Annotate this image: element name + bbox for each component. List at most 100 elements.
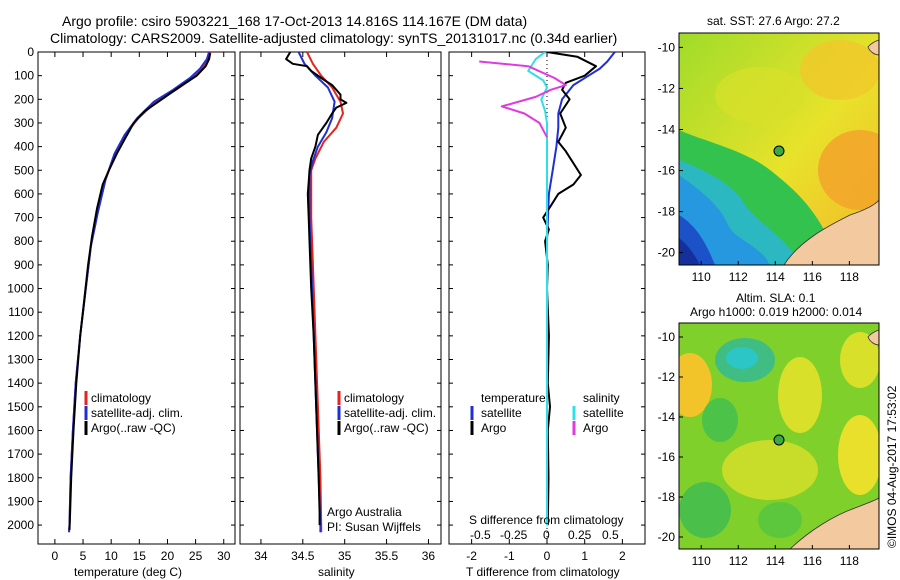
sla-map-frame [678,322,880,550]
sst-map-title: sat. SST: 27.6 Argo: 27.2 [707,14,840,28]
x-tick-label: 1 [581,549,588,563]
depth-tick-label: 1000 [7,282,34,296]
difference-xlabel-top: S difference from climatology [469,513,624,527]
x-tick-label: 25 [189,549,203,563]
depth-tick-label: 1900 [7,494,34,508]
legend-label-climatology: climatology [91,391,151,405]
annotation-argo-australia: Argo Australia [327,505,402,519]
depth-tick-group: 0 5 10 15 20 25 300100200300400500600700800900… [7,45,235,563]
sla-map-panel: Altim. SLA: 0.1 Argo h1000: 0.019 h2000:… [658,291,880,568]
series-line-salinity-argo [479,60,567,138]
map-y-tick-label: -10 [658,330,676,344]
depth-tick-label: 600 [14,187,34,201]
depth-tick-label: 500 [14,163,34,177]
legend-label-satellite: satellite-adj. clim. [344,406,436,420]
s-tick-label: 0 [543,528,550,542]
map-y-tick-label: -16 [658,450,676,464]
map-y-tick-label: -20 [658,246,676,260]
series-line-satellite-adj-clim- [68,52,211,533]
x-tick-label: 10 [104,549,118,563]
difference-panel: -2 -1 0 1 2 S difference from climatology -0… [448,51,646,579]
x-tick-label: 15 [133,549,147,563]
legend-header-salinity: salinity [583,391,620,405]
map-y-tick-label: -18 [658,490,676,504]
salinity-axes-frame [239,51,442,545]
difference-xlabel: T difference from climatology [466,565,620,579]
map-y-tick-label: -12 [658,370,676,384]
annotation-pi: PI: Susan Wijffels [327,520,421,534]
s-tick-label: -0.5 [470,528,491,542]
depth-tick-label: 1700 [7,447,34,461]
argo-location-marker [773,145,785,157]
sla-heatmap [679,323,879,549]
temperature-series-group [68,52,212,533]
header-line-1: Argo profile: csiro 5903221_168 17-Oct-2… [62,13,527,29]
depth-tick-label: 1600 [7,423,34,437]
legend-label-s-satellite: satellite [583,406,624,420]
map-y-tick-label: -20 [658,530,676,544]
sla-map-tick-group: 110 112 114 116 118 -10 -12 -14 -16 -18 -20 [658,330,860,568]
x-tick-label: 35.5 [375,549,399,563]
legend-label-satellite: satellite-adj. clim. [91,406,183,420]
map-x-tick-label: 118 [840,554,859,568]
series-line-temperature-satellite [546,52,616,526]
depth-tick-label: 0 [27,45,34,59]
x-tick-label: 20 [161,549,175,563]
sst-map-tick-group: 110 112 114 116 118 -10 -12 -14 -16 -18 -20 [658,40,860,284]
x-tick-label: 35 [338,549,352,563]
header-line-2: Climatology: CARS2009. Satellite-adjuste… [50,30,617,46]
depth-tick-label: 1100 [8,305,34,319]
series-line-salinity-satellite [527,52,548,526]
depth-tick-label: 1300 [7,353,34,367]
map-y-tick-label: -12 [658,81,676,95]
sla-map-title-1: Altim. SLA: 0.1 [736,291,816,305]
salinity-tick-group: 34 34.5 35 35.5 36 [240,51,441,563]
map-x-tick-label: 112 [729,554,748,568]
depth-tick-label: 2000 [7,518,34,532]
map-y-tick-label: -10 [658,40,676,54]
series-line-climatology [68,52,212,533]
x-tick-label: 0 [52,549,59,563]
sst-map-panel: sat. SST: 27.6 Argo: 27.2 110 112 114 116 11… [658,14,880,284]
map-x-tick-label: 116 [803,554,822,568]
series-line-satellite-adj-clim- [297,52,336,533]
x-tick-label: 34.5 [291,549,315,563]
series-line-temperature-argo [542,52,597,526]
legend-label-argo: Argo(..raw -QC) [344,421,429,435]
x-tick-label: 30 [217,549,231,563]
series-line-argo-raw-qc- [285,52,348,526]
difference-series-group [479,52,616,526]
depth-tick-label: 1800 [7,471,34,485]
x-tick-label: 36 [422,549,436,563]
legend-label-t-argo: Argo [481,421,507,435]
temperature-legend: climatology satellite-adj. clim. Argo(..… [84,391,183,435]
depth-tick-label: 400 [14,140,34,154]
x-tick-label: 2 [619,549,626,563]
depth-tick-label: 300 [14,116,34,130]
map-x-tick-label: 116 [803,270,822,284]
map-x-tick-label: 114 [766,554,785,568]
salinity-series-group [285,52,348,533]
depth-tick-label: 900 [14,258,34,272]
temperature-xlabel: temperature (deg C) [74,565,182,579]
x-tick-label: 0 [544,549,551,563]
depth-tick-label: 700 [14,211,34,225]
depth-tick-label: 200 [14,92,34,106]
map-x-tick-label: 112 [729,270,748,284]
legend-label-argo: Argo(..raw -QC) [91,421,176,435]
map-y-tick-label: -16 [658,164,676,178]
temperature-panel: 0 5 10 15 20 25 300100200300400500600700800900… [7,45,236,579]
legend-label-s-argo: Argo [583,421,609,435]
argo-location-marker [773,434,785,446]
timestamp: ©IMOS 04-Aug-2017 17:53:02 [885,385,899,548]
temperature-axes-frame [37,51,236,545]
difference-legend: temperature salinity satellite Argo sate… [470,391,624,435]
sst-map-frame [678,32,880,266]
legend-label-climatology: climatology [344,391,404,405]
map-x-tick-label: 114 [766,270,785,284]
depth-tick-label: 1400 [7,376,34,390]
salinity-panel: 34 34.5 35 35.5 36 salinity climatology sate… [239,51,442,579]
depth-tick-label: 1500 [7,400,34,414]
sst-heatmap [679,33,879,265]
